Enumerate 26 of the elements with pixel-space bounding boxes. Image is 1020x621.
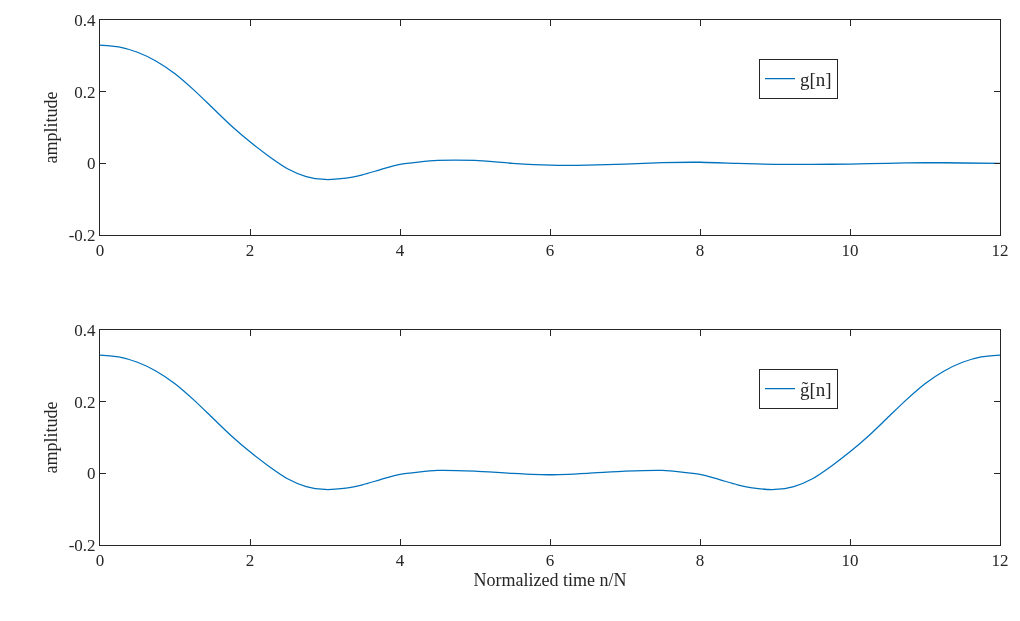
y-tick-label: -0.2 — [68, 225, 96, 245]
y-tick-label: 0.4 — [74, 320, 97, 340]
x-tick-label: 4 — [395, 241, 405, 261]
x-tick-label: 8 — [695, 241, 705, 261]
x-tick-label: 12 — [991, 551, 1009, 571]
legend-label: g̃[n] — [800, 378, 832, 400]
x-tick-label: 12 — [991, 241, 1009, 261]
y-axis-title: amplitude — [40, 91, 61, 164]
y-tick-label: 0.2 — [74, 392, 96, 412]
y-tick-label: 0 — [87, 154, 96, 174]
y-axis-title: amplitude — [40, 401, 61, 474]
y-tick-label: -0.2 — [68, 535, 96, 555]
y-tick-label: 0.4 — [74, 10, 97, 30]
x-axis-title: Normalized time n/N — [473, 570, 627, 591]
x-tick-label: 6 — [545, 551, 555, 571]
line-series — [100, 354, 1000, 491]
y-tick-label: 0.2 — [74, 82, 96, 102]
x-tick-label: 4 — [395, 551, 405, 571]
y-tick-label: 0 — [87, 464, 96, 484]
x-tick-label: 8 — [695, 551, 705, 571]
x-tick-label: 10 — [841, 551, 859, 571]
x-tick-label: 2 — [245, 551, 255, 571]
x-tick-label: 10 — [841, 241, 859, 261]
x-tick-label: 2 — [245, 241, 255, 261]
legend-label: g[n] — [800, 68, 832, 90]
x-tick-label: 6 — [545, 241, 555, 261]
